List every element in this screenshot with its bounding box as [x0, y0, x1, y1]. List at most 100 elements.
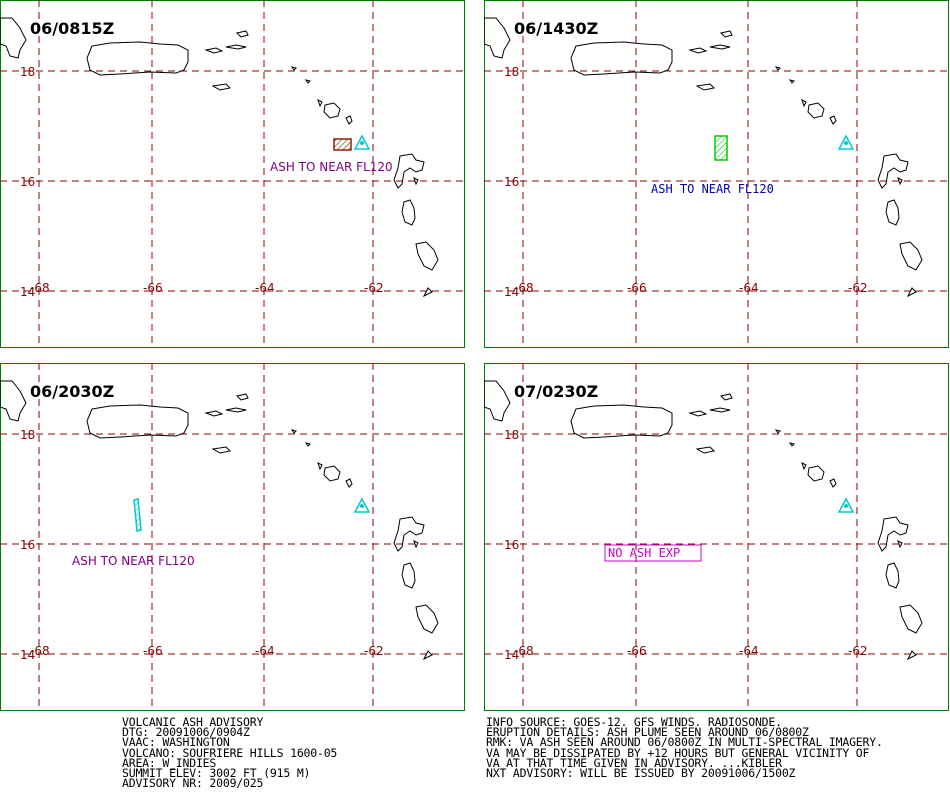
coastline	[323, 465, 341, 482]
map-panel-3: 18 16 14 -68 -66 -64 -62 06/2030Z ASH TO NEAR FL…	[0, 363, 465, 711]
coastline	[211, 83, 232, 91]
lat-label: 14	[20, 285, 35, 299]
advisory-line: NXT ADVISORY: WILL BE ISSUED BY 20091006…	[486, 766, 796, 781]
coastline	[415, 604, 439, 634]
coastline	[899, 604, 923, 634]
map-panel-1: 18 16 14 -68 -66 -64 -62 06/0815Z ASH TO NEAR FL…	[0, 0, 465, 348]
lon-label: -62	[848, 644, 868, 658]
lon-label: -68	[30, 281, 50, 295]
coastline	[801, 462, 807, 471]
map-svg-2: 18 16 14-68 -66 -64 -62 06/1430Z ASH TO NEAR FL…	[484, 0, 949, 348]
map-svg-3: 18 16 14-68 -66 -64 -62 06/2030Z ASH TO NEAR FL…	[0, 363, 465, 711]
lon-label: -62	[364, 281, 384, 295]
coastline	[906, 287, 917, 298]
lat-label: 18	[504, 428, 519, 442]
coastline	[899, 241, 923, 271]
map-svg-1: 18 16 14-68 -66 -64 -62 06/0815Z ASH TO NEAR FL…	[0, 0, 465, 348]
advisory-line: DTG: 20091006/0904Z	[122, 725, 250, 740]
coastline	[323, 102, 341, 119]
lon-label: -66	[627, 644, 647, 658]
coastline	[204, 410, 224, 417]
coastline	[422, 287, 433, 298]
coastline	[885, 562, 900, 589]
coastline	[807, 102, 825, 119]
coastline	[304, 79, 311, 84]
volcano-triangle-icon	[837, 134, 855, 150]
coastline	[807, 465, 825, 482]
volcano-triangle-icon	[353, 497, 371, 513]
coastline	[236, 30, 249, 38]
coastline	[877, 153, 909, 189]
coastline	[774, 66, 781, 71]
panel-frame	[0, 0, 465, 348]
lat-label: 18	[20, 65, 35, 79]
coastline	[413, 540, 419, 549]
lat-label: 14	[504, 285, 519, 299]
coastline	[304, 442, 311, 447]
coastline	[709, 407, 731, 413]
lon-label: -66	[143, 281, 163, 295]
advisory-right: INFO SOURCE: GOES-12. GFS WINDS. RADIOSO…	[486, 715, 883, 781]
coastline	[484, 17, 511, 59]
coastline	[695, 446, 716, 454]
coastline	[415, 241, 439, 271]
advisory-line: SUMMIT ELEV: 3002 FT (915 M)	[122, 766, 311, 781]
panel-frame	[0, 363, 465, 711]
panel-frame	[484, 0, 949, 348]
advisory-left: VOLCANIC ASH ADVISORY DTG: 20091006/0904…	[122, 716, 337, 789]
coastline	[801, 99, 807, 108]
coastline	[720, 30, 733, 38]
lat-label: 14	[504, 648, 519, 662]
coastline	[211, 446, 232, 454]
coastline	[788, 442, 795, 447]
lon-label: -64	[255, 281, 275, 295]
coastline	[225, 407, 247, 413]
coastline	[401, 199, 416, 226]
time-label: 06/0815Z	[30, 19, 114, 38]
ash-area	[714, 135, 728, 161]
lon-label: -64	[255, 644, 275, 658]
coastline	[688, 410, 708, 417]
coastline	[570, 41, 673, 76]
ash-label-box	[604, 544, 702, 562]
ash-area	[133, 498, 142, 532]
map-panel-4: 18 16 14 -68 -66 -64 -62 07/0230Z NO ASH EXP	[484, 363, 949, 711]
coastline	[225, 44, 247, 50]
coastline	[401, 562, 416, 589]
advisory-line: ERUPTION DETAILS: ASH PLUME SEEN AROUND …	[486, 725, 809, 740]
coastline	[413, 177, 419, 186]
lat-label: 16	[20, 538, 35, 552]
ash-label: ASH TO NEAR FL120	[270, 160, 393, 174]
coastline	[897, 540, 903, 549]
coastline	[290, 429, 297, 434]
time-label: 07/0230Z	[514, 382, 598, 401]
coastline	[829, 478, 837, 488]
advisory-line: AREA: W_INDIES	[122, 755, 217, 770]
coastline	[570, 404, 673, 439]
coastline	[317, 99, 323, 108]
lon-label: -62	[848, 281, 868, 295]
lon-label: -62	[364, 644, 384, 658]
advisory-line: RMK: VA ASH SEEN AROUND 06/0800Z IN MULT…	[486, 735, 883, 750]
coastline	[897, 177, 903, 186]
lat-label: 14	[20, 648, 35, 662]
lon-label: -68	[514, 644, 534, 658]
coastline	[709, 44, 731, 50]
coastline	[345, 115, 353, 125]
ash-label: ASH TO NEAR FL120	[651, 182, 774, 196]
advisory-line: INFO SOURCE: GOES-12. GFS WINDS. RADIOSO…	[486, 715, 782, 729]
lon-label: -66	[143, 644, 163, 658]
lat-label: 16	[20, 175, 35, 189]
coastline	[688, 47, 708, 54]
lat-label: 18	[504, 65, 519, 79]
coastline	[393, 153, 425, 189]
advisory-line: VA AT THAT TIME GIVEN IN ADVISORY. ...KI…	[486, 755, 782, 770]
volcano-triangle-icon	[353, 134, 371, 150]
coastline	[393, 516, 425, 552]
coastline	[290, 66, 297, 71]
coastline	[422, 650, 433, 661]
coastline	[885, 199, 900, 226]
volcano-triangle-icon	[837, 497, 855, 513]
coastline	[906, 650, 917, 661]
ash-label: NO ASH EXP	[608, 546, 680, 560]
